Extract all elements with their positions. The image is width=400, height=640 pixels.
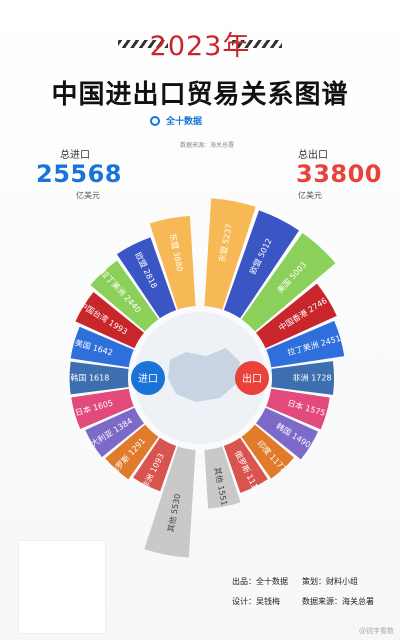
export-bar bbox=[271, 361, 335, 395]
export-bar bbox=[256, 407, 318, 460]
decor-hatch-left bbox=[118, 40, 168, 48]
export-bar bbox=[266, 320, 345, 368]
export-total-unit: 亿美元 bbox=[298, 191, 322, 200]
export-label: 非洲 1728 bbox=[293, 373, 332, 383]
export-bar bbox=[204, 446, 241, 509]
import-bar bbox=[71, 388, 134, 430]
import-center-label: 进口 bbox=[138, 373, 158, 385]
credit-source: 数据来源：海关总署 bbox=[302, 596, 374, 607]
export-total-label: 总出口 bbox=[298, 150, 328, 161]
china-map-icon bbox=[168, 348, 240, 402]
export-bar bbox=[266, 388, 330, 430]
import-total-value: 25568 bbox=[36, 160, 122, 188]
import-total-unit: 亿美元 bbox=[76, 191, 100, 200]
brand-name: 全十数据 bbox=[166, 117, 203, 127]
weibo-watermark: @锐字看数 bbox=[359, 627, 394, 635]
planner-label: 策划： bbox=[302, 577, 326, 586]
export-bar bbox=[241, 424, 294, 479]
blank-panel bbox=[18, 540, 106, 634]
export-total-value: 33800 bbox=[296, 160, 382, 188]
import-bar bbox=[144, 446, 196, 558]
brand-logo-icon bbox=[150, 115, 160, 126]
import-bar bbox=[116, 237, 177, 319]
export-bar bbox=[204, 198, 256, 310]
import-bar bbox=[70, 326, 134, 368]
year-title: 2023年 bbox=[149, 31, 251, 62]
credit-designer: 设计：吴钱梅 bbox=[232, 596, 280, 607]
export-bar bbox=[223, 437, 268, 493]
data-source-subtitle: 数据来源：海关总署 bbox=[180, 142, 235, 149]
import-bar bbox=[133, 437, 177, 492]
import-bar bbox=[149, 215, 196, 310]
source-label: 数据来源： bbox=[302, 597, 342, 606]
brand-row: 全十数据 bbox=[150, 114, 202, 127]
main-title: 中国进出口贸易关系图谱 bbox=[51, 80, 349, 110]
designer-label: 设计： bbox=[232, 597, 256, 606]
producer-label: 出品： bbox=[232, 577, 256, 586]
planner-value: 财料小组 bbox=[326, 577, 358, 586]
import-badge bbox=[131, 361, 165, 395]
import-total-label: 总进口 bbox=[60, 150, 90, 161]
export-bar bbox=[241, 232, 336, 332]
export-bar bbox=[256, 283, 337, 349]
export-center-label: 出口 bbox=[242, 372, 262, 385]
wheel-center: 进口 出口 bbox=[131, 312, 269, 444]
import-label: 韩国 1618 bbox=[70, 373, 109, 383]
import-bar bbox=[85, 407, 144, 458]
import-bar bbox=[75, 292, 144, 349]
export-badge bbox=[235, 361, 269, 395]
import-bar bbox=[105, 424, 159, 480]
import-bar bbox=[90, 260, 159, 332]
decor-hatch-right bbox=[232, 40, 282, 48]
credit-planner: 策划：财料小组 bbox=[302, 576, 358, 587]
producer-value: 全十数据 bbox=[256, 577, 288, 586]
source-value: 海关总署 bbox=[342, 597, 374, 606]
designer-value: 吴钱梅 bbox=[256, 597, 280, 606]
credit-producer: 出品：全十数据 bbox=[232, 576, 288, 587]
export-bar bbox=[223, 210, 299, 319]
import-bar bbox=[69, 361, 129, 395]
